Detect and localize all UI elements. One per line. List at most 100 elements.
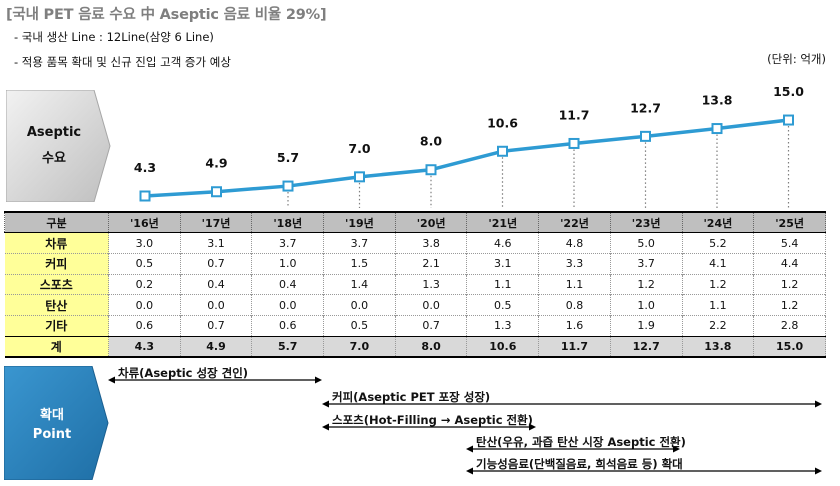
chevron-shape-blue [4, 366, 109, 480]
table-cell: 1.2 [609, 274, 683, 295]
arrow-head-right-icon [673, 445, 680, 453]
table-row-other: 기타 0.6 0.7 0.6 0.5 0.7 1.3 1.6 1.9 2.2 2… [4, 315, 826, 337]
row-label: 계 [4, 336, 109, 357]
demand-label-line1: Aseptic [26, 125, 82, 140]
table-cell: 12.7 [609, 336, 683, 357]
data-point [711, 123, 723, 135]
year-header: '21년 [466, 212, 540, 233]
table-header-label: 구분 [4, 212, 109, 233]
demand-label-line2: 수요 [42, 151, 66, 166]
aseptic-demand-line-chart: 4.3 4.9 5.7 7.0 8.0 10.6 11.7 12.7 13.8 15.0 [134, 84, 804, 208]
table-cell: 15.0 [753, 336, 826, 357]
expansion-item-label: 차류(Aseptic 성장 견인) [118, 366, 249, 380]
table-cell: 0.0 [323, 294, 396, 316]
arrow-head-left-icon [108, 376, 115, 384]
table-cell: 0.0 [108, 294, 181, 316]
table-cell: 4.9 [179, 336, 253, 357]
year-header: '20년 [394, 212, 468, 233]
table-row-carbonated: 탄산 0.0 0.0 0.0 0.0 0.0 0.5 0.8 1.0 1.1 1… [4, 294, 826, 316]
page-title: [국내 PET 음료 수요 中 Aseptic 음료 비율 29%] [6, 7, 327, 23]
table-cell: 7.0 [323, 336, 396, 357]
arrow-head-right-icon [815, 400, 822, 408]
table-cell: 0.4 [251, 274, 325, 295]
expansion-item-label: 스포츠(Hot-Filling → Aseptic 전환) [332, 413, 533, 427]
table-cell: 4.4 [753, 253, 826, 275]
arrow-head-right-icon [815, 467, 822, 475]
data-point [282, 180, 294, 192]
table-cell: 0.0 [394, 294, 468, 316]
data-point [640, 130, 651, 142]
table-cell: 0.0 [179, 294, 253, 316]
chevron-shape-gray [6, 90, 111, 202]
data-point [354, 171, 365, 183]
year-header: '24년 [681, 212, 755, 233]
expansion-item-label: 커피(Aseptic PET 포장 성장) [332, 390, 491, 404]
expansion-item-label: 탄산(우유, 과즙 탄산 시장 Aseptic 전환) [476, 435, 686, 449]
table-cell: 13.8 [681, 336, 755, 357]
table-cell: 11.7 [538, 336, 611, 357]
table-cell: 5.7 [251, 336, 325, 357]
table-cell: 1.2 [681, 274, 755, 295]
data-point [425, 164, 437, 176]
data-label: 4.9 [205, 156, 227, 171]
table-cell: 5.4 [753, 232, 826, 254]
arrow-head-left-icon [466, 467, 473, 475]
row-label: 차류 [4, 232, 109, 254]
table-cell: 3.7 [251, 232, 325, 254]
table-cell: 0.4 [179, 274, 253, 295]
table-row-total: 계 4.3 4.9 5.7 7.0 8.0 10.6 11.7 12.7 13.… [4, 336, 826, 357]
data-point [139, 190, 151, 202]
table-cell: 0.7 [179, 253, 253, 275]
table-cell: 1.2 [753, 294, 826, 316]
arrow-head-left-icon [322, 400, 329, 408]
table-cell: 5.2 [681, 232, 755, 254]
data-label: 4.3 [134, 160, 156, 175]
arrow-head-left-icon [322, 423, 329, 431]
data-point [211, 186, 222, 198]
arrow-head-right-icon [315, 376, 322, 384]
row-label: 탄산 [4, 294, 109, 316]
table-row-tea: 차류 3.0 3.1 3.7 3.7 3.8 4.6 4.8 5.0 5.2 5… [4, 232, 826, 254]
table-cell: 0.7 [394, 315, 468, 337]
series-line [144, 118, 789, 198]
table-header-row: 구분 '16년 '17년 '18년 '19년 '20년 '21년 '22년 '2… [4, 212, 826, 233]
table-row-coffee: 커피 0.5 0.7 1.0 1.5 2.1 3.1 3.3 3.7 4.1 4… [4, 253, 826, 275]
table-row-sports: 스포츠 0.2 0.4 0.4 1.4 1.3 1.1 1.1 1.2 1.2 … [4, 274, 826, 295]
year-header: '22년 [538, 212, 611, 233]
data-point [783, 114, 794, 126]
expansion-label-line2: Point [32, 427, 72, 442]
unit-label: (단위: 억개) [767, 52, 826, 66]
row-label: 커피 [4, 253, 109, 275]
expansion-label-line1: 확대 [40, 408, 64, 423]
table-cell: 2.2 [681, 315, 755, 337]
table-cell: 0.5 [466, 294, 540, 316]
table-cell: 8.0 [394, 336, 468, 357]
table-cell: 1.0 [251, 253, 325, 275]
data-label: 11.7 [559, 107, 590, 122]
bullet-outlook: - 적용 품목 확대 및 신규 진입 고객 증가 예상 [14, 55, 231, 69]
table-cell: 5.0 [609, 232, 683, 254]
expansion-item-label: 기능성음료(단백질음료, 희석음료 등) 확대 [476, 457, 683, 471]
year-header: '25년 [753, 212, 826, 233]
table-cell: 3.7 [323, 232, 396, 254]
data-label: 10.6 [487, 115, 518, 130]
data-label: 12.7 [630, 100, 661, 115]
aseptic-demand-chevron: Aseptic 수요 [6, 90, 112, 202]
table-cell: 4.1 [681, 253, 755, 275]
expansion-point-chevron: 확대 Point [4, 366, 110, 480]
arrow-head-left-icon [466, 445, 473, 453]
row-label: 기타 [4, 315, 109, 337]
table-cell: 2.8 [753, 315, 826, 337]
demand-table: 구분 '16년 '17년 '18년 '19년 '20년 '21년 '22년 '2… [4, 211, 826, 358]
table-cell: 1.2 [753, 274, 826, 295]
table-cell: 10.6 [466, 336, 540, 357]
table-cell: 0.5 [323, 315, 396, 337]
table-cell: 1.9 [609, 315, 683, 337]
table-cell: 1.1 [538, 274, 611, 295]
arrow-head-right-icon [529, 423, 536, 431]
bullet-production-lines: - 국내 생산 Line : 12Line(삼양 6 Line) [14, 30, 214, 44]
data-label: 8.0 [420, 134, 442, 149]
table-cell: 1.3 [394, 274, 468, 295]
data-point [568, 137, 580, 149]
